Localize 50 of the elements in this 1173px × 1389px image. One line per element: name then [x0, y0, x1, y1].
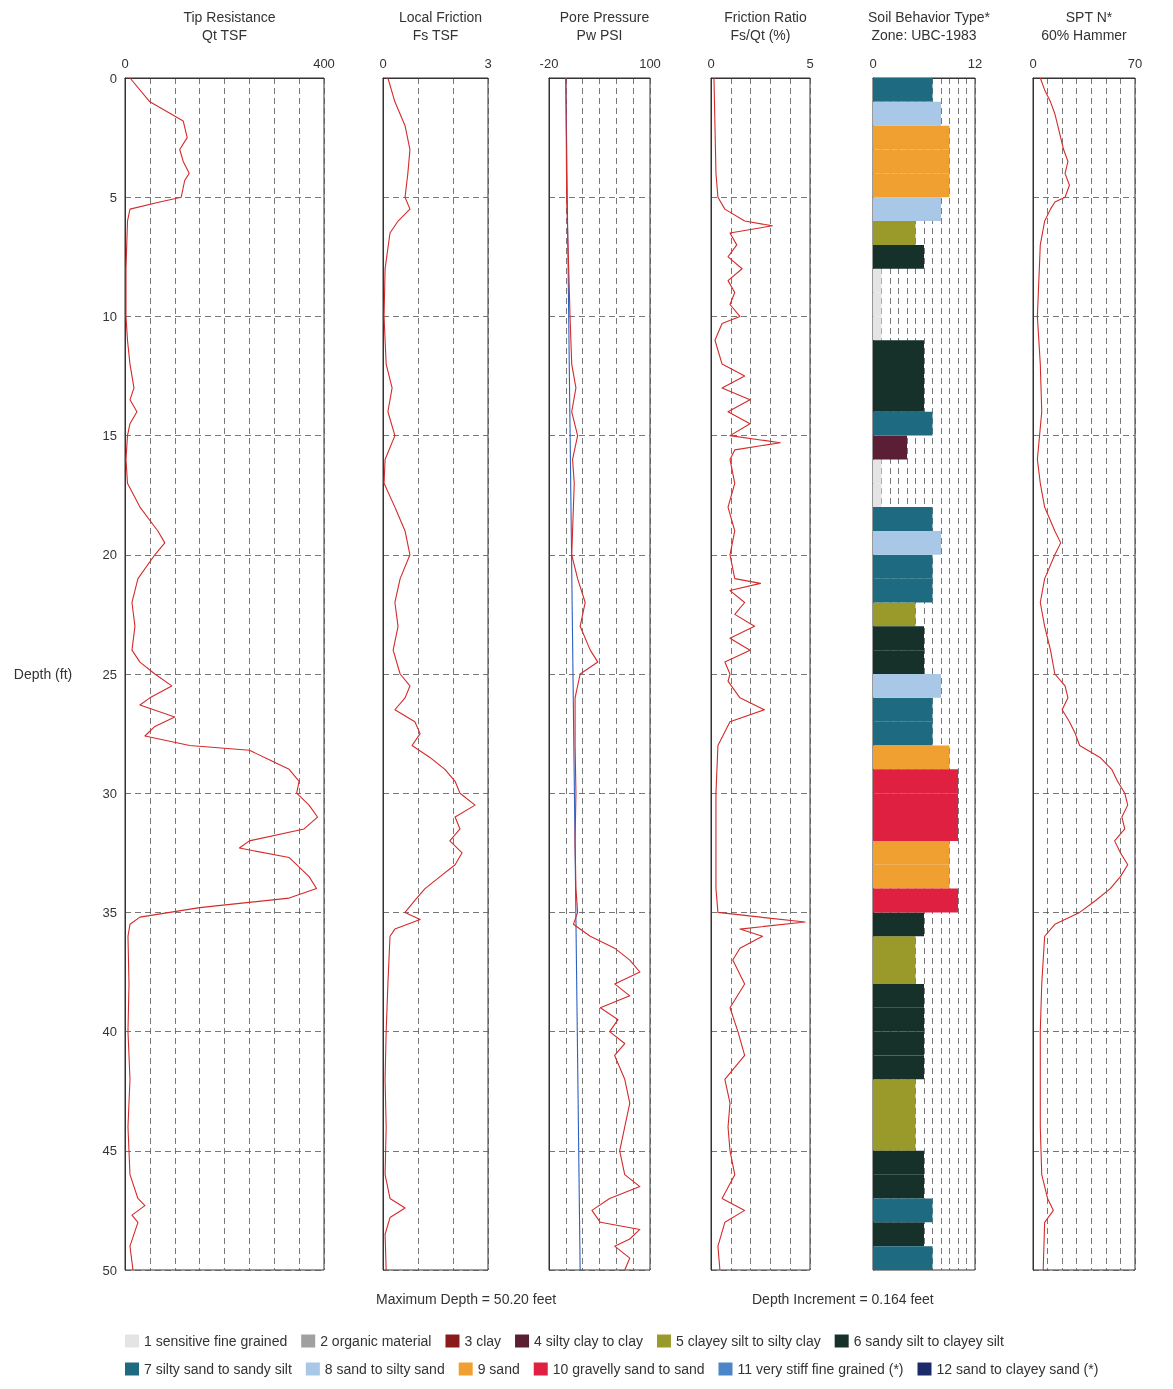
text: Maximum Depth = 50.20 feet	[376, 1291, 557, 1307]
y-tick-label: 20	[102, 547, 117, 563]
x-tick-label: 0	[1029, 56, 1037, 71]
chart-title: Friction Ratio	[724, 9, 807, 25]
legend-label: 9 sand	[477, 1361, 520, 1377]
x-tick-label: 3	[484, 56, 492, 71]
y-tick-label: 15	[102, 428, 117, 444]
y-tick-label: 30	[102, 785, 117, 801]
y-tick-label: 0	[109, 70, 117, 86]
text: Depth Increment = 0.164 feet	[752, 1291, 934, 1307]
legend-label: 2 organic material	[320, 1333, 432, 1349]
x-tick-label: 0	[379, 56, 387, 71]
x-tick-label: 400	[313, 56, 335, 71]
y-tick-label: 40	[102, 1024, 117, 1040]
y-tick-label: 25	[102, 666, 117, 682]
legend-label: 8 sand to silty sand	[324, 1361, 445, 1377]
legend-label: 11 very stiff fine grained (*)	[737, 1361, 904, 1377]
x-axis-title: Fs/Qt (%)	[730, 27, 791, 43]
legend-label: 10 gravelly sand to sand	[552, 1361, 705, 1377]
x-tick-label: 12	[967, 56, 983, 71]
legend-label: 7 silty sand to sandy silt	[144, 1361, 292, 1377]
x-tick-label: -20	[539, 56, 559, 71]
x-tick-label: 5	[806, 56, 814, 71]
y-tick-label: 10	[102, 308, 117, 324]
legend-label: 1 sensitive fine grained	[144, 1333, 288, 1349]
x-axis-title: 60% Hammer	[1041, 27, 1128, 43]
chart-title: Pore Pressure	[559, 9, 650, 25]
chart-title: Tip Resistance	[183, 9, 276, 25]
chart-title: Soil Behavior Type*	[868, 9, 991, 25]
chart-title: SPT N*	[1065, 9, 1113, 25]
legend-label: 6 sandy silt to clayey silt	[853, 1333, 1004, 1349]
x-axis-title: Fs TSF	[412, 27, 459, 43]
x-tick-label: 0	[869, 56, 877, 71]
legend-label: 3 clay	[464, 1333, 502, 1349]
legend-label: 5 clayey silt to silty clay	[675, 1333, 821, 1349]
legend-label: 4 silty clay to clay	[534, 1333, 643, 1349]
legend-label: 12 sand to clayey sand (*)	[936, 1361, 1099, 1377]
x-tick-label: 0	[707, 56, 715, 71]
y-tick-label: 50	[102, 1262, 117, 1278]
y-tick-label: 45	[102, 1143, 117, 1159]
x-axis-title: Qt TSF	[202, 27, 247, 43]
x-tick-label: 70	[1127, 56, 1143, 71]
y-tick-label: 35	[102, 904, 117, 920]
y-tick-label: 5	[109, 189, 117, 205]
chart-title: Local Friction	[398, 9, 483, 25]
x-axis-title: Zone: UBC-1983	[871, 27, 977, 43]
x-axis-title: Pw PSI	[576, 27, 623, 43]
x-tick-label: 100	[639, 56, 661, 71]
x-tick-label: 0	[121, 56, 129, 71]
y-axis-title: Depth (ft)	[13, 666, 73, 682]
